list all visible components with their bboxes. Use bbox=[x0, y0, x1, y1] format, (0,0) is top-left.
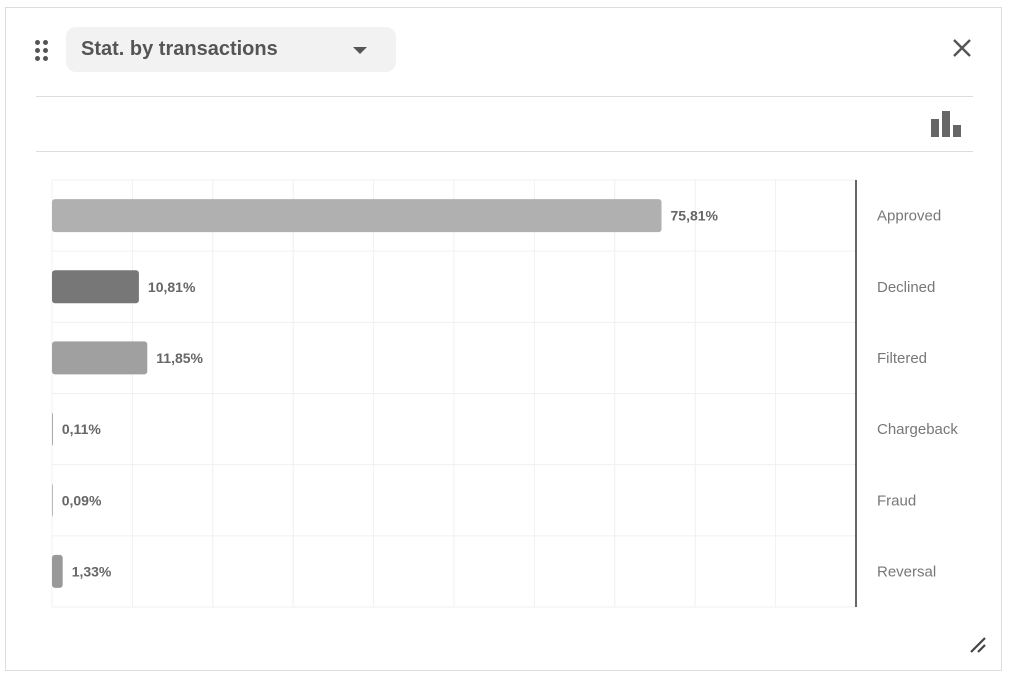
widget-title: Stat. by transactions bbox=[81, 38, 278, 60]
category-label: Fraud bbox=[877, 492, 916, 509]
category-label: Declined bbox=[877, 279, 935, 296]
data-label: 11,85% bbox=[156, 350, 203, 366]
bar-fraud bbox=[52, 483, 53, 517]
close-icon[interactable] bbox=[950, 36, 974, 60]
data-label: 1,33% bbox=[72, 563, 112, 579]
bar-approved bbox=[52, 199, 662, 233]
bar-reversal bbox=[52, 554, 63, 588]
drag-handle-icon[interactable] bbox=[35, 40, 49, 62]
divider bbox=[36, 96, 973, 97]
category-label: Approved bbox=[877, 208, 941, 225]
bar-chargeback bbox=[52, 412, 53, 446]
bar-declined bbox=[52, 270, 139, 304]
widget-type-select[interactable]: Stat. by transactions bbox=[66, 27, 396, 72]
bar-filtered bbox=[52, 341, 148, 375]
data-label: 0,11% bbox=[62, 421, 101, 437]
bar-chart-icon[interactable] bbox=[930, 111, 962, 137]
category-label: Chargeback bbox=[877, 421, 958, 438]
resize-icon[interactable] bbox=[968, 635, 988, 655]
data-label: 0,09% bbox=[62, 492, 102, 508]
category-label: Reversal bbox=[877, 563, 936, 580]
chevron-down-icon bbox=[353, 47, 367, 54]
widget-card bbox=[5, 7, 1002, 671]
divider bbox=[36, 151, 973, 152]
data-label: 10,81% bbox=[148, 279, 196, 295]
data-label: 75,81% bbox=[671, 208, 719, 224]
category-label: Filtered bbox=[877, 350, 927, 367]
